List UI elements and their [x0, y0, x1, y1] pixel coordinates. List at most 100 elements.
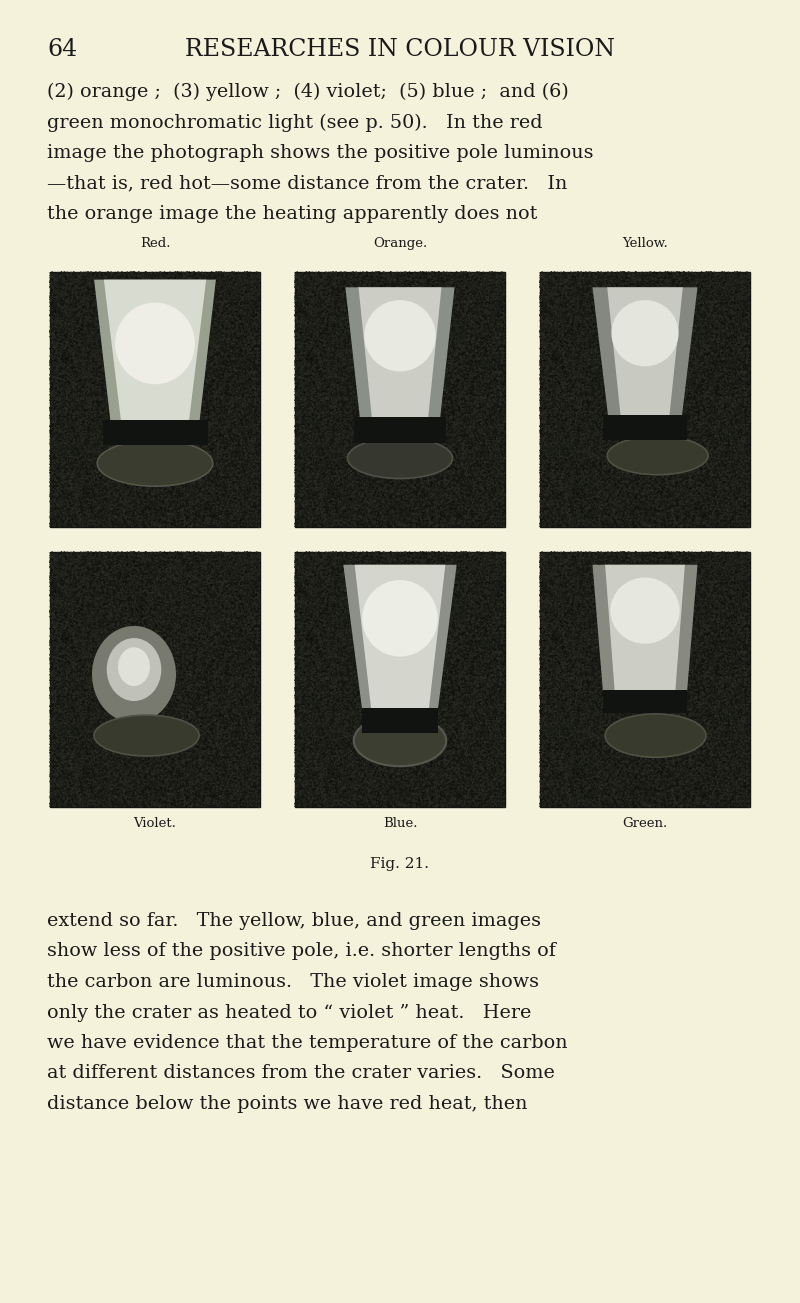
- Point: [590, 397, 603, 418]
- Point: [610, 543, 622, 564]
- Point: [737, 468, 750, 489]
- Point: [356, 761, 369, 782]
- Point: [181, 542, 194, 563]
- Point: [420, 281, 433, 302]
- Point: [215, 487, 228, 508]
- Point: [338, 754, 351, 775]
- Point: [244, 709, 257, 730]
- Point: [45, 287, 58, 308]
- Point: [196, 560, 209, 581]
- Point: [173, 337, 186, 358]
- Point: [710, 326, 722, 347]
- Point: [537, 603, 550, 624]
- Point: [54, 624, 66, 645]
- Point: [742, 394, 754, 414]
- Point: [671, 512, 684, 533]
- Point: [580, 366, 593, 387]
- Point: [650, 663, 663, 684]
- Point: [327, 681, 340, 702]
- Point: [458, 486, 471, 507]
- Point: [534, 552, 546, 573]
- Point: [537, 741, 550, 762]
- Point: [462, 339, 475, 360]
- Point: [343, 349, 356, 370]
- Point: [693, 503, 706, 524]
- Point: [442, 571, 455, 592]
- Point: [461, 551, 474, 572]
- Point: [437, 585, 450, 606]
- Point: [459, 509, 472, 530]
- Point: [117, 679, 130, 700]
- Point: [177, 387, 190, 408]
- Point: [295, 619, 308, 640]
- Point: [388, 437, 401, 457]
- Point: [367, 388, 380, 409]
- Point: [482, 304, 494, 324]
- Point: [706, 576, 719, 597]
- Point: [550, 767, 562, 788]
- Point: [204, 465, 217, 486]
- Point: [302, 762, 314, 783]
- Point: [395, 275, 408, 296]
- Point: [85, 556, 98, 577]
- Point: [463, 588, 476, 609]
- Point: [201, 270, 214, 291]
- Point: [626, 423, 638, 444]
- Point: [214, 503, 227, 524]
- Point: [388, 654, 401, 675]
- Point: [556, 477, 569, 498]
- Point: [446, 292, 459, 313]
- Point: [716, 696, 729, 717]
- Point: [362, 377, 375, 397]
- Point: [135, 300, 148, 321]
- Point: [183, 340, 196, 361]
- Point: [596, 443, 609, 464]
- Point: [130, 644, 143, 665]
- Point: [148, 390, 161, 410]
- Point: [289, 661, 302, 681]
- Point: [82, 663, 95, 684]
- Point: [534, 387, 547, 408]
- Point: [679, 332, 692, 353]
- Point: [632, 364, 645, 384]
- Point: [707, 384, 720, 405]
- Point: [387, 326, 400, 347]
- Point: [461, 670, 474, 691]
- Point: [355, 430, 368, 451]
- Point: [558, 592, 571, 612]
- Point: [384, 769, 397, 790]
- Point: [696, 366, 709, 387]
- Point: [138, 446, 151, 466]
- Point: [658, 671, 670, 692]
- Point: [196, 649, 209, 670]
- Point: [199, 619, 212, 640]
- Point: [174, 319, 187, 340]
- Point: [573, 339, 586, 360]
- Point: [438, 619, 451, 640]
- Point: [341, 308, 354, 328]
- Point: [158, 743, 171, 764]
- Point: [615, 777, 628, 797]
- Point: [300, 274, 313, 294]
- Point: [689, 782, 702, 803]
- Point: [688, 434, 701, 455]
- Point: [708, 705, 721, 726]
- Point: [417, 498, 430, 519]
- Point: [590, 663, 602, 684]
- Point: [586, 657, 599, 678]
- Point: [345, 345, 358, 366]
- Point: [142, 627, 154, 648]
- Point: [115, 551, 128, 572]
- Point: [394, 727, 406, 748]
- Point: [606, 649, 618, 670]
- Point: [405, 354, 418, 375]
- Point: [363, 477, 376, 498]
- Point: [456, 594, 469, 615]
- Point: [189, 666, 202, 687]
- Point: [483, 629, 496, 650]
- Point: [146, 391, 158, 412]
- Point: [393, 572, 406, 593]
- Point: [551, 777, 564, 797]
- Point: [222, 512, 234, 533]
- Point: [547, 331, 560, 352]
